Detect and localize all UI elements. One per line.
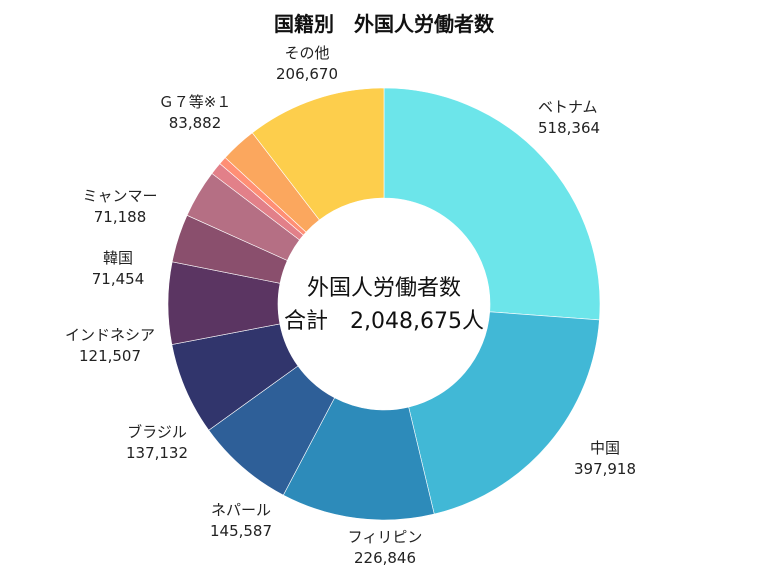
label-korea-value: 71,454	[91, 270, 145, 288]
label-china-name: 中国	[589, 439, 620, 457]
label-other-name: その他	[284, 44, 330, 62]
donut-slices	[167, 87, 601, 521]
label-nepal-value: 145,587	[209, 522, 273, 540]
donut-slice-9	[251, 87, 385, 221]
label-g7-name: Ｇ７等※１	[158, 93, 232, 111]
center-total: 合計 2,048,675人	[284, 309, 484, 334]
label-indonesia: インドネシア 121,507	[44, 325, 176, 367]
label-vietnam-value: 518,364	[538, 119, 601, 137]
label-philippines-value: 226,846	[353, 549, 417, 567]
center-label: 外国人労働者数	[306, 276, 461, 301]
label-philippines-name: フィリピン	[347, 528, 423, 546]
label-korea-name: 韓国	[102, 249, 133, 267]
label-nepal-name: ネパール	[210, 501, 271, 519]
label-vietnam: ベトナム 518,364	[538, 97, 600, 139]
label-myanmar-name: ミャンマー	[82, 187, 158, 205]
label-china: 中国 397,918	[565, 438, 645, 480]
donut-center-text: 外国人労働者数 合計 2,048,675人	[284, 272, 484, 338]
label-myanmar-value: 71,188	[93, 208, 147, 226]
label-indonesia-name: インドネシア	[64, 326, 155, 344]
label-philippines: フィリピン 226,846	[330, 527, 440, 569]
label-brazil-name: ブラジル	[127, 423, 187, 441]
label-brazil-value: 137,132	[125, 444, 189, 462]
label-other-value: 206,670	[275, 65, 339, 83]
label-nepal: ネパール 145,587	[196, 500, 286, 542]
donut-slice-0	[383, 87, 601, 321]
label-vietnam-name: ベトナム	[538, 98, 598, 116]
label-brazil: ブラジル 137,132	[112, 422, 202, 464]
donut-slice-1	[408, 311, 600, 515]
label-g7: Ｇ７等※１ 83,882	[140, 92, 250, 134]
label-indonesia-value: 121,507	[78, 347, 142, 365]
label-korea: 韓国 71,454	[78, 248, 158, 290]
label-china-value: 397,918	[573, 460, 637, 478]
label-g7-value: 83,882	[168, 114, 222, 132]
label-other: その他 206,670	[262, 43, 352, 85]
chart-title: 国籍別 外国人労働者数	[274, 12, 494, 36]
label-myanmar: ミャンマー 71,188	[70, 186, 170, 228]
